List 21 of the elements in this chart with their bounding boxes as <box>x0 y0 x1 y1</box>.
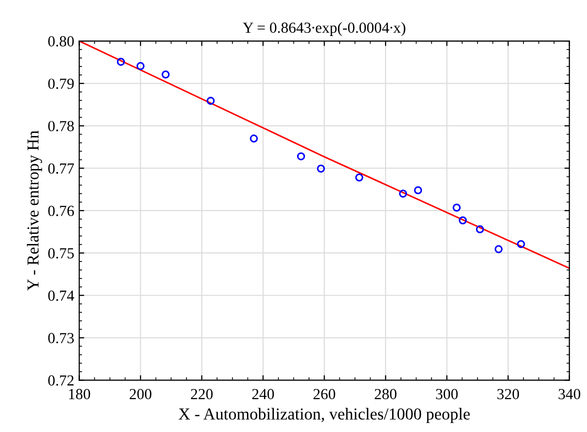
y-tick-label: 0.74 <box>48 290 74 301</box>
y-tick-label: 0.73 <box>48 332 74 344</box>
x-tick-label: 220 <box>190 388 213 400</box>
x-tick-label: 340 <box>558 388 580 400</box>
x-tick-label: 280 <box>374 388 396 400</box>
x-tick-label: 260 <box>314 388 336 400</box>
y-axis-title: Y - Relative entropy Hn <box>26 130 42 291</box>
x-tick-label: 180 <box>69 388 90 400</box>
y-tick-label: 0.72 <box>48 375 74 386</box>
y-tick-label: 0.75 <box>48 248 74 259</box>
y-tick-label: 0.78 <box>48 120 74 132</box>
chart-title: Y = 0.8643∙exp(-0.0004∙x) <box>242 22 406 36</box>
x-axis-title: X - Automobilization, vehicles/1000 people <box>178 408 470 424</box>
x-tick-label: 240 <box>252 388 274 400</box>
y-tick-label: 0.77 <box>48 163 74 174</box>
x-tick-label: 300 <box>436 388 458 400</box>
x-tick-label: 200 <box>130 388 152 400</box>
x-tick-label: 320 <box>497 388 519 400</box>
y-tick-label: 0.76 <box>48 206 74 216</box>
y-tick-label: 0.79 <box>48 78 74 89</box>
y-tick-label: 0.80 <box>48 36 74 47</box>
